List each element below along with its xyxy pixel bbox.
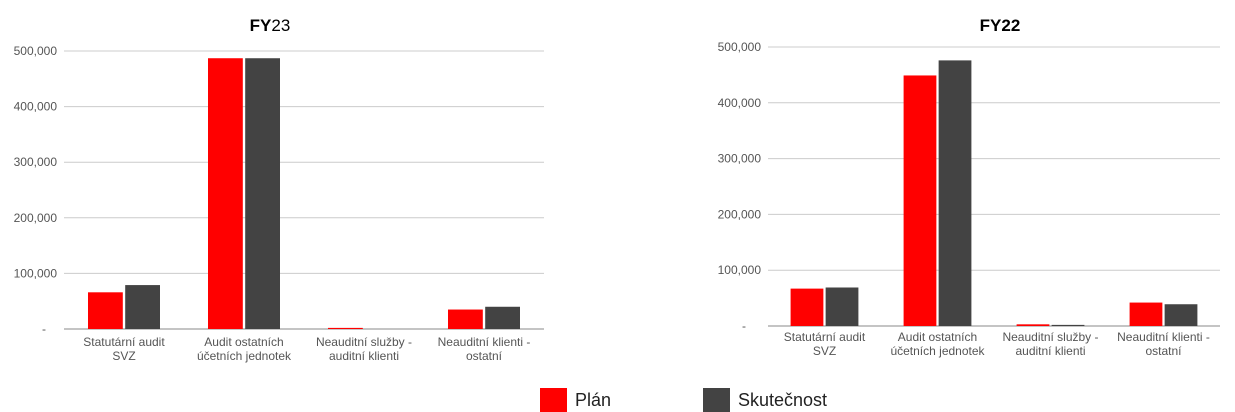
chart-title-bold: FY	[250, 16, 272, 35]
bar-actual	[938, 60, 972, 326]
chart-2: FY22 - 100,000 200,000 300,000 400,000 500,000…	[718, 16, 1220, 358]
y-tick-label: 300,000	[14, 155, 58, 169]
bar-actual	[825, 287, 859, 326]
x-category-label-line: SVZ	[112, 349, 135, 363]
y-tick-label: 400,000	[14, 100, 58, 114]
bar-actual	[485, 306, 520, 329]
bar-plan	[328, 327, 363, 329]
x-category-label: Neauditní klienti -ostatní	[438, 335, 531, 363]
chart-title: FY23	[250, 16, 291, 35]
chart-title-bold: FY22	[980, 16, 1021, 35]
chart-1: FY23 - 100,000 200,000 300,000 400,000 500,000…	[14, 16, 544, 363]
x-category-label-line: auditní klienti	[329, 349, 399, 363]
y-tick-label: 200,000	[14, 211, 58, 225]
x-category-label-line: Neauditní klienti -	[438, 335, 531, 349]
bar-plan	[1129, 302, 1163, 326]
bar-plan	[1016, 324, 1050, 326]
bar-plan	[88, 292, 123, 329]
y-tick-label: 200,000	[718, 207, 762, 221]
x-category-label-line: Neauditní služby -	[1002, 330, 1098, 344]
y-tick-label: 100,000	[14, 266, 58, 280]
y-tick-label: 500,000	[718, 40, 762, 54]
x-category-label: Statutární audit SVZ	[83, 335, 165, 363]
y-tick-label: -	[742, 319, 746, 333]
x-category-label-line: Audit ostatních	[204, 335, 283, 349]
y-tick-label: 500,000	[14, 44, 58, 58]
x-category-label-line: ostatní	[1145, 344, 1182, 358]
x-category-label-line: SVZ	[813, 344, 836, 358]
x-category-label-line: Neauditní služby -	[316, 335, 412, 349]
bar-plan	[208, 58, 243, 330]
bar-actual	[1051, 324, 1085, 326]
legend: Plán Skutečnost	[0, 388, 1235, 412]
legend-swatch-actual	[703, 388, 730, 412]
x-category-label-line: auditní klienti	[1015, 344, 1085, 358]
bar-plan	[448, 309, 483, 329]
x-category-label-line: Audit ostatních	[898, 330, 977, 344]
chart-title-rest: 23	[271, 16, 290, 35]
x-category-label: Audit ostatních účetních jednotek	[890, 330, 985, 358]
x-category-label: Audit ostatních účetních jednotek	[197, 335, 292, 363]
x-category-label-line: účetních jednotek	[890, 344, 985, 358]
bar-actual	[1164, 304, 1198, 326]
legend-swatch-plan	[540, 388, 567, 412]
x-category-label: Neauditní klienti -ostatní	[1117, 330, 1210, 358]
legend-label-actual: Skutečnost	[738, 389, 828, 410]
legend-label-plan: Plán	[575, 389, 612, 410]
x-category-label-line: Statutární audit	[83, 335, 165, 349]
x-category-label: Neauditní služby -auditní klienti	[316, 335, 412, 363]
y-tick-label: 400,000	[718, 96, 762, 110]
x-category-label-line: Neauditní klienti -	[1117, 330, 1210, 344]
x-category-label-line: ostatní	[466, 349, 503, 363]
x-category-label-line: účetních jednotek	[197, 349, 292, 363]
y-tick-label: 100,000	[718, 263, 762, 277]
x-category-label: Neauditní služby -auditní klienti	[1002, 330, 1098, 358]
bar-plan	[903, 75, 937, 326]
x-category-label-line: Statutární audit	[784, 330, 866, 344]
chart-title: FY22	[980, 16, 1021, 35]
bar-plan	[790, 288, 824, 326]
legend-item-actual: Skutečnost	[703, 388, 827, 412]
y-tick-label: 300,000	[718, 152, 762, 166]
y-tick-label: -	[42, 322, 46, 336]
bar-actual	[245, 58, 280, 330]
x-category-label: Statutární audit SVZ	[784, 330, 866, 358]
charts-canvas: FY23 - 100,000 200,000 300,000 400,000 500,000…	[14, 16, 1220, 363]
legend-item-plan: Plán	[540, 388, 611, 412]
bar-actual	[125, 285, 160, 329]
